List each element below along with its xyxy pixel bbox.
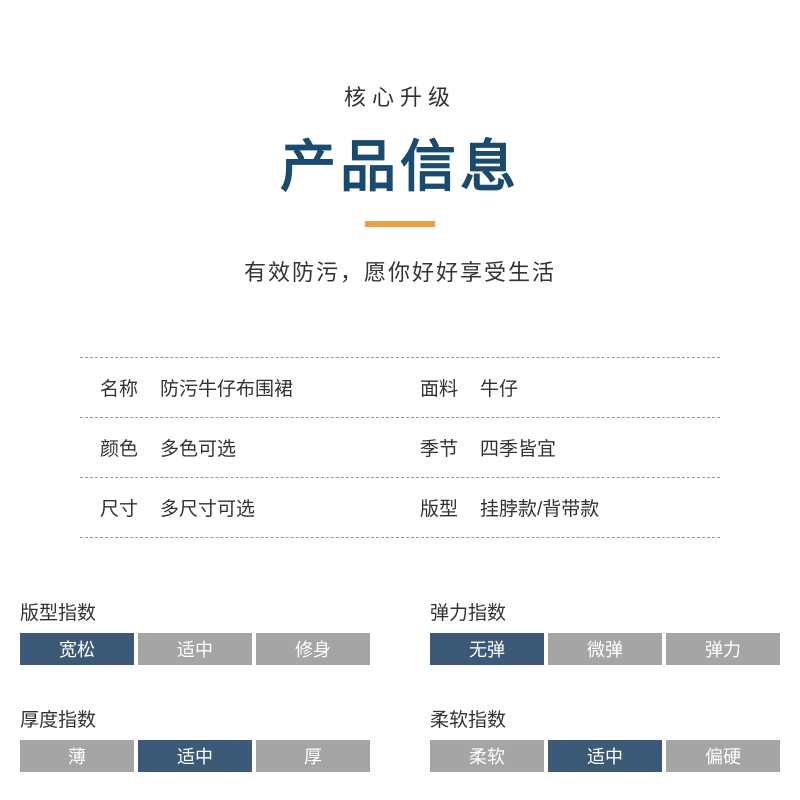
spec-value: 多色可选 [150,434,236,461]
index-segment: 修身 [256,633,370,665]
spec-cell: 名称 防污牛仔布围裙 [80,374,400,401]
title-underline [365,221,435,227]
indices-grid: 版型指数宽松适中修身弹力指数无弹微弹弹力厚度指数薄适中厚柔软指数柔软适中偏硬 [20,598,780,772]
index-title: 柔软指数 [430,705,780,732]
index-segment: 无弹 [430,633,544,665]
index-segment: 微弹 [548,633,662,665]
header: 核心升级 产品信息 有效防污，愿你好好享受生活 [0,0,800,287]
subtitle-bottom: 有效防污，愿你好好享受生活 [0,255,800,287]
index-segment: 偏硬 [666,740,780,772]
spec-cell: 面料 牛仔 [400,374,720,401]
index-segment: 适中 [138,740,252,772]
index-segment: 宽松 [20,633,134,665]
spec-value: 牛仔 [470,374,518,401]
page-title: 产品信息 [0,122,800,203]
index-segment: 适中 [548,740,662,772]
spec-row: 颜色 多色可选 季节 四季皆宜 [80,417,720,477]
index-bar: 宽松适中修身 [20,633,370,665]
spec-label: 面料 [400,374,470,401]
index-block: 版型指数宽松适中修身 [20,598,370,665]
index-title: 弹力指数 [430,598,780,625]
spec-cell: 尺寸 多尺寸可选 [80,494,400,521]
spec-label: 版型 [400,494,470,521]
index-segment: 弹力 [666,633,780,665]
index-segment: 柔软 [430,740,544,772]
spec-cell: 颜色 多色可选 [80,434,400,461]
spec-label: 颜色 [80,434,150,461]
index-bar: 无弹微弹弹力 [430,633,780,665]
index-bar: 薄适中厚 [20,740,370,772]
index-title: 厚度指数 [20,705,370,732]
index-bar: 柔软适中偏硬 [430,740,780,772]
spec-value: 四季皆宜 [470,434,556,461]
spec-label: 季节 [400,434,470,461]
index-segment: 薄 [20,740,134,772]
spec-label: 名称 [80,374,150,401]
index-segment: 适中 [138,633,252,665]
spec-table: 名称 防污牛仔布围裙 面料 牛仔 颜色 多色可选 季节 四季皆宜 尺寸 多尺寸可… [80,357,720,538]
index-block: 弹力指数无弹微弹弹力 [430,598,780,665]
index-segment: 厚 [256,740,370,772]
spec-label: 尺寸 [80,494,150,521]
spec-row: 尺寸 多尺寸可选 版型 挂脖款/背带款 [80,477,720,538]
index-title: 版型指数 [20,598,370,625]
spec-value: 防污牛仔布围裙 [150,374,293,401]
spec-cell: 版型 挂脖款/背带款 [400,494,720,521]
spec-value: 挂脖款/背带款 [470,494,599,521]
spec-cell: 季节 四季皆宜 [400,434,720,461]
subtitle-top: 核心升级 [0,80,800,112]
spec-row: 名称 防污牛仔布围裙 面料 牛仔 [80,357,720,417]
spec-value: 多尺寸可选 [150,494,255,521]
index-block: 厚度指数薄适中厚 [20,705,370,772]
index-block: 柔软指数柔软适中偏硬 [430,705,780,772]
